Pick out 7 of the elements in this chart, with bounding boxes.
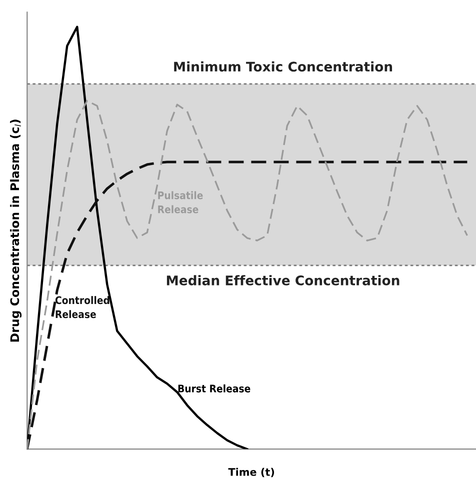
ref-line-label: Minimum Toxic Concentration <box>174 61 392 72</box>
series-label: Burst Release <box>178 384 250 392</box>
x-axis-title: Time (t) <box>228 468 274 478</box>
y-axis-title: Drug Concentration in Plasma (c$_{l}$) <box>10 120 22 342</box>
series-label: Pulsatile Release <box>158 191 203 214</box>
ref-line-label: Median Effective Concentration <box>166 275 400 286</box>
series-label: Controlled Release <box>55 296 110 318</box>
